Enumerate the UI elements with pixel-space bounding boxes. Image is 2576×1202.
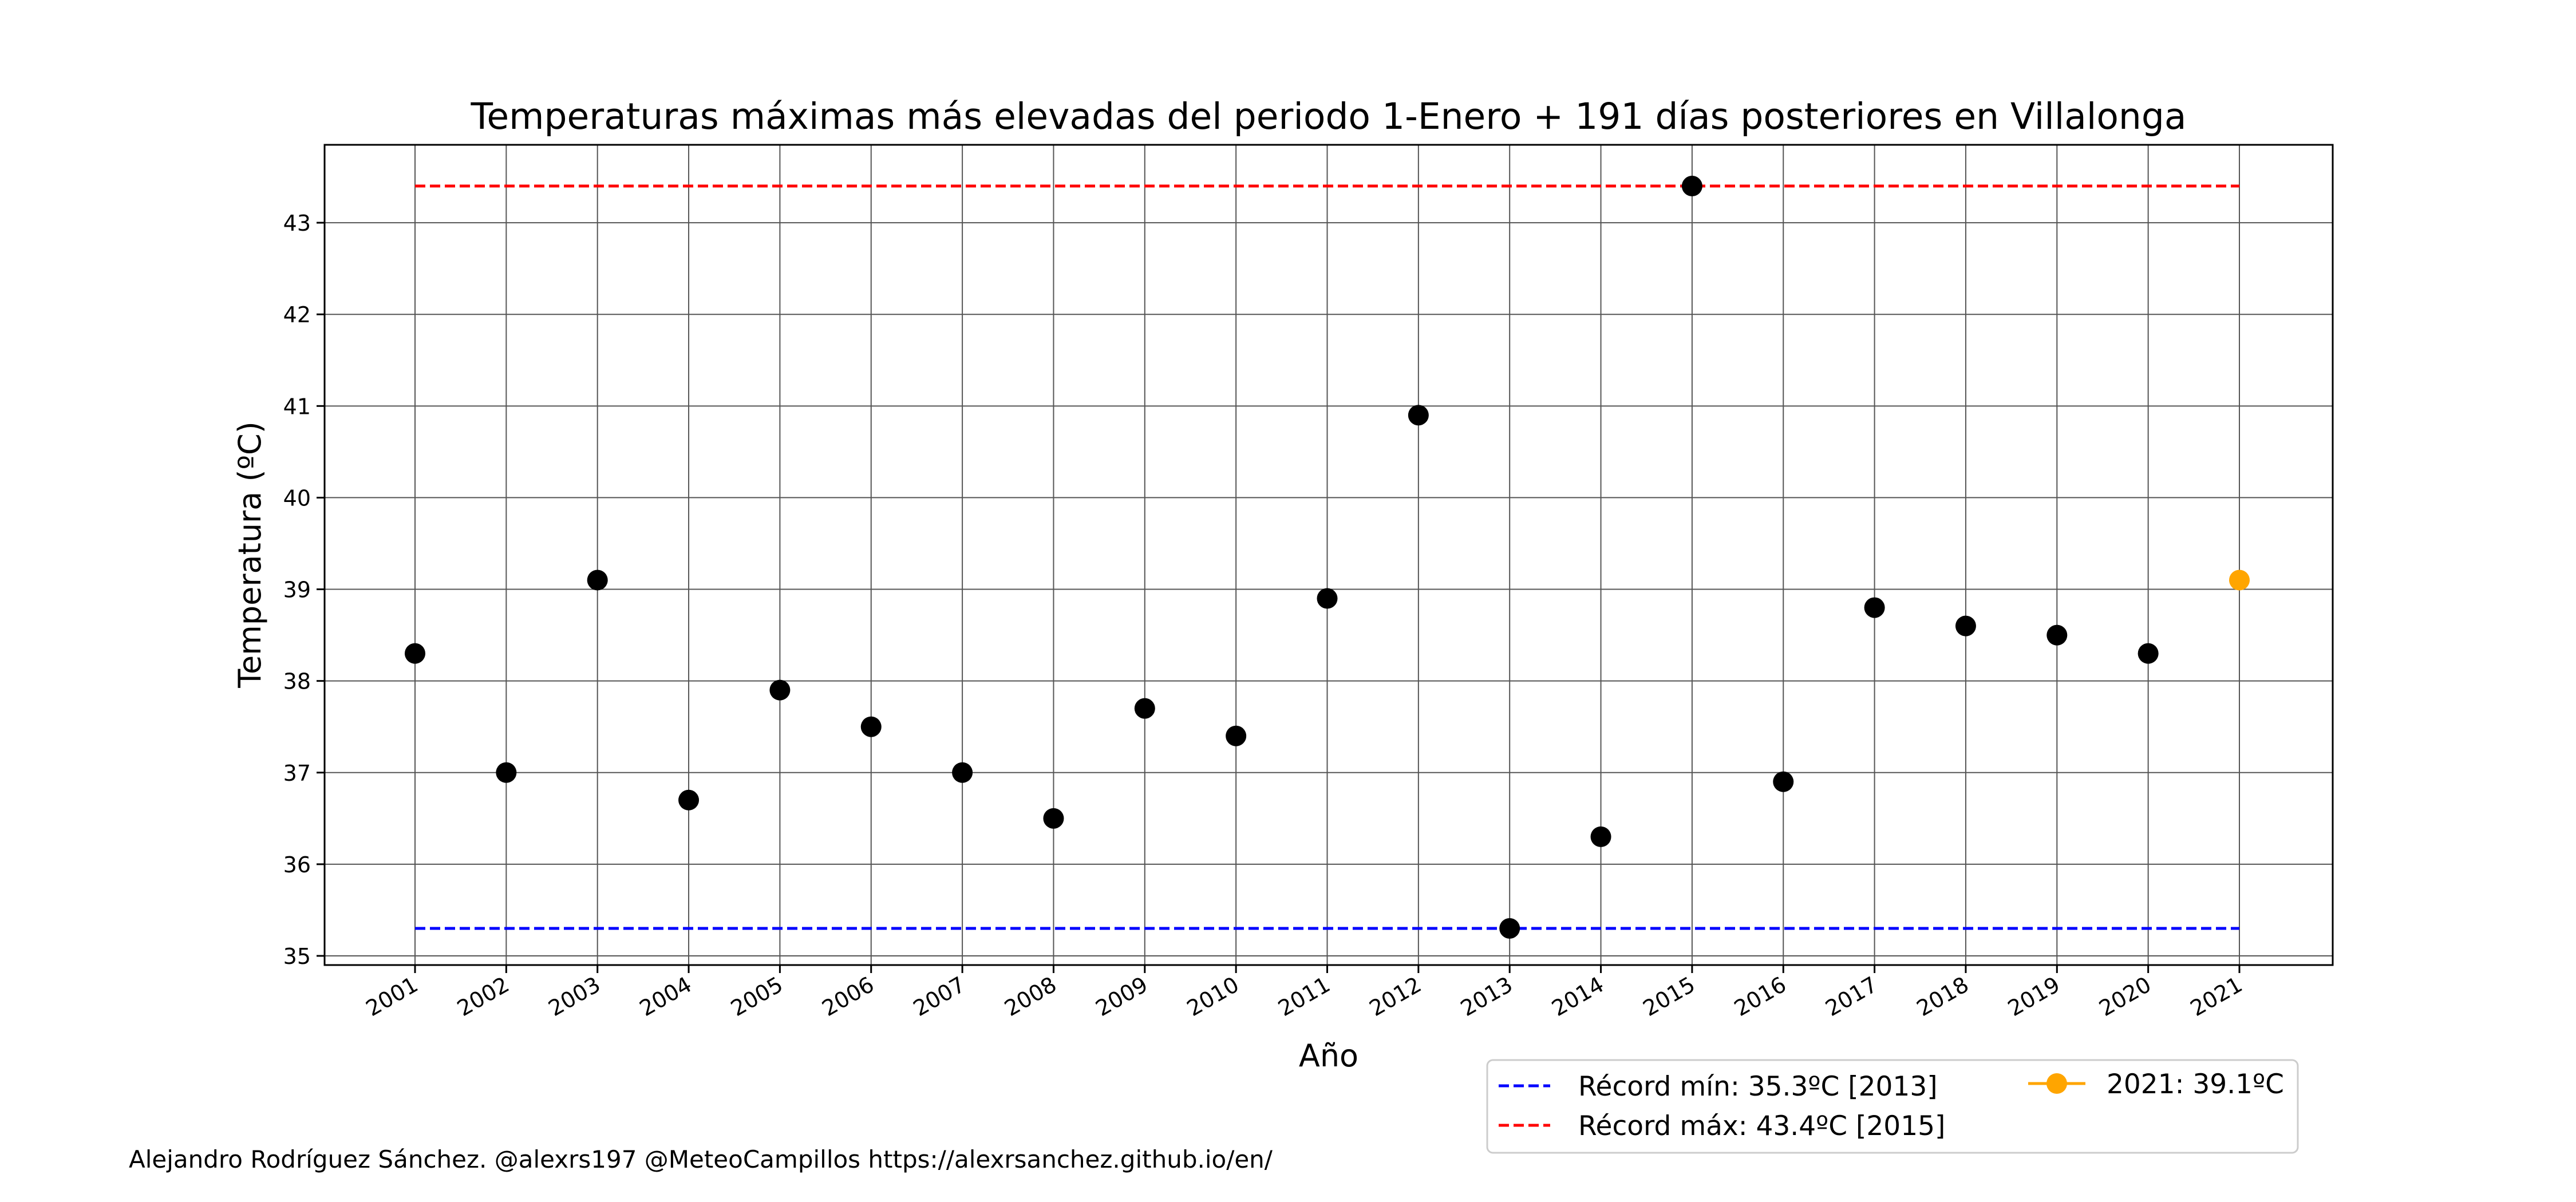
data-point bbox=[678, 789, 700, 810]
data-point bbox=[1773, 771, 1794, 792]
y-tick-label: 38 bbox=[283, 669, 311, 694]
data-point bbox=[496, 762, 517, 783]
credit-text: Alejandro Rodríguez Sánchez. @alexrs197 … bbox=[129, 1145, 1273, 1173]
data-point bbox=[405, 643, 425, 664]
y-tick-label: 41 bbox=[283, 394, 311, 419]
data-point bbox=[1955, 615, 1976, 636]
legend-current-year-marker bbox=[2046, 1073, 2067, 1094]
data-point bbox=[587, 570, 608, 591]
chart-title: Temperaturas máximas más elevadas del pe… bbox=[471, 96, 2187, 137]
data-point bbox=[2138, 643, 2159, 664]
data-point bbox=[2046, 624, 2068, 646]
legend-box bbox=[1486, 1059, 2299, 1154]
current-year-point bbox=[2229, 570, 2250, 591]
data-point bbox=[1864, 597, 1885, 618]
plot-frame bbox=[323, 144, 2334, 966]
y-tick-label: 43 bbox=[283, 211, 311, 236]
data-point bbox=[1043, 808, 1064, 829]
data-point bbox=[1590, 826, 1611, 847]
y-tick-label: 42 bbox=[283, 302, 311, 327]
y-tick-label: 39 bbox=[283, 578, 311, 603]
legend-record-max-label: Récord máx: 43.4ºC [2015] bbox=[1578, 1110, 1945, 1142]
data-point bbox=[860, 716, 882, 737]
legend: Récord mín: 35.3ºC [2013] Récord máx: 43… bbox=[1486, 1059, 2299, 1154]
data-point bbox=[1226, 725, 1247, 746]
y-axis-label: Temperatura (ºC) bbox=[232, 421, 268, 689]
data-point bbox=[1499, 918, 1520, 939]
legend-current-year-label: 2021: 39.1ºC bbox=[2107, 1069, 2284, 1100]
y-tick-label: 37 bbox=[283, 761, 311, 786]
data-point bbox=[1134, 698, 1155, 719]
x-axis-label: Año bbox=[1299, 1038, 1358, 1074]
data-point bbox=[1317, 588, 1338, 609]
data-points bbox=[405, 176, 2250, 939]
data-point bbox=[952, 762, 973, 783]
y-tick-label: 35 bbox=[283, 944, 311, 969]
reference-lines bbox=[415, 184, 2239, 930]
data-point bbox=[1408, 405, 1429, 426]
y-tick-label: 36 bbox=[283, 852, 311, 877]
data-point bbox=[1681, 176, 1702, 197]
legend-record-min-label: Récord mín: 35.3ºC [2013] bbox=[1578, 1071, 1938, 1102]
y-tick-label: 40 bbox=[283, 485, 311, 511]
data-point bbox=[769, 679, 791, 701]
